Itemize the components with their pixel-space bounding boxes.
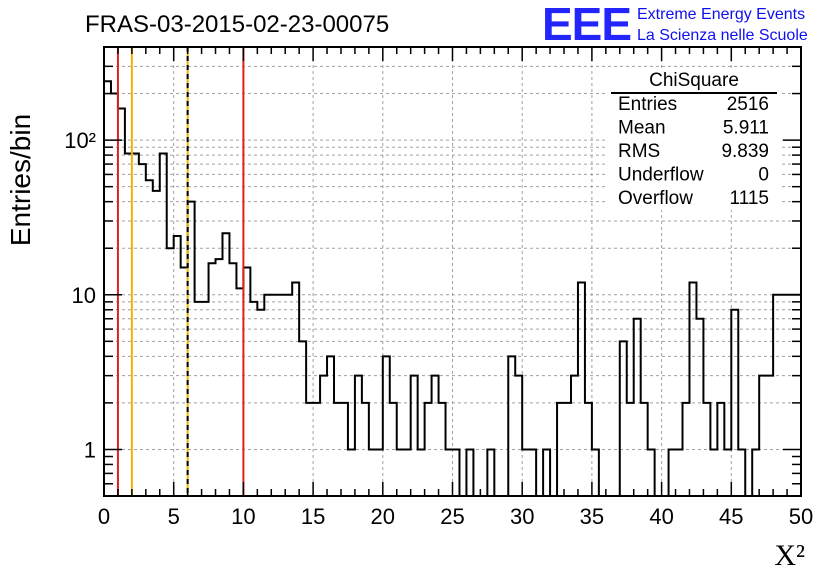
- stats-box: ChiSquare Entries 2516 Mean 5.911 RMS 9.839 Un…: [607, 68, 781, 210]
- stats-row-label: Mean: [618, 118, 666, 139]
- y-tick-label: 1: [84, 437, 96, 462]
- x-tick-label: 35: [580, 504, 604, 529]
- x-tick-label: 25: [440, 504, 464, 529]
- histogram-outline: [104, 80, 801, 497]
- eee-logo-mark: EEE: [542, 0, 631, 50]
- x-tick-label: 50: [789, 504, 813, 529]
- stats-row-label: RMS: [618, 141, 660, 162]
- x-tick-label: 15: [301, 504, 325, 529]
- chart-title: FRAS-03-2015-02-23-00075: [85, 11, 389, 38]
- stats-row-value: 2516: [727, 94, 769, 115]
- x-tick-label: 30: [510, 504, 534, 529]
- stats-box-rows: Entries 2516 Mean 5.911 RMS 9.839 Underflow 0 Ov…: [618, 94, 769, 209]
- y-tick-label: 10: [72, 283, 96, 308]
- stats-row-value: 5.911: [723, 118, 769, 139]
- x-tick-label: 40: [649, 504, 673, 529]
- x-tick-label: 20: [371, 504, 395, 529]
- x-tick-label: 10: [231, 504, 255, 529]
- stats-box-background: [607, 68, 781, 210]
- axis-labels: 0 5 10 15 20 25 30 35 40 45 50 1 10 10²: [64, 128, 813, 529]
- stats-box-title: ChiSquare: [649, 70, 739, 91]
- stats-row-value: 9.839: [721, 141, 769, 162]
- histogram-bars: [104, 80, 801, 497]
- axes: [103, 46, 802, 497]
- stats-row-label: Overflow: [618, 188, 693, 209]
- stats-row-value: 0: [758, 165, 769, 186]
- y-axis-label: Entries/bin: [5, 114, 36, 246]
- threshold-lines: [116, 47, 245, 496]
- x-tick-label: 0: [98, 504, 110, 529]
- grid: [104, 46, 801, 496]
- y-tick-label: 10²: [64, 128, 96, 153]
- eee-logo: EEE Extreme Energy Events La Scienza nel…: [542, 0, 808, 50]
- stats-row-value: 1115: [730, 188, 769, 209]
- x-axis-label: X²: [774, 539, 805, 572]
- x-tick-label: 5: [168, 504, 180, 529]
- x-tick-label: 45: [719, 504, 743, 529]
- logo-line-2: La Scienza nelle Scuole: [637, 27, 808, 44]
- logo-line-1: Extreme Energy Events: [637, 6, 805, 23]
- stats-row-label: Underflow: [618, 165, 704, 186]
- stats-row-label: Entries: [618, 94, 677, 115]
